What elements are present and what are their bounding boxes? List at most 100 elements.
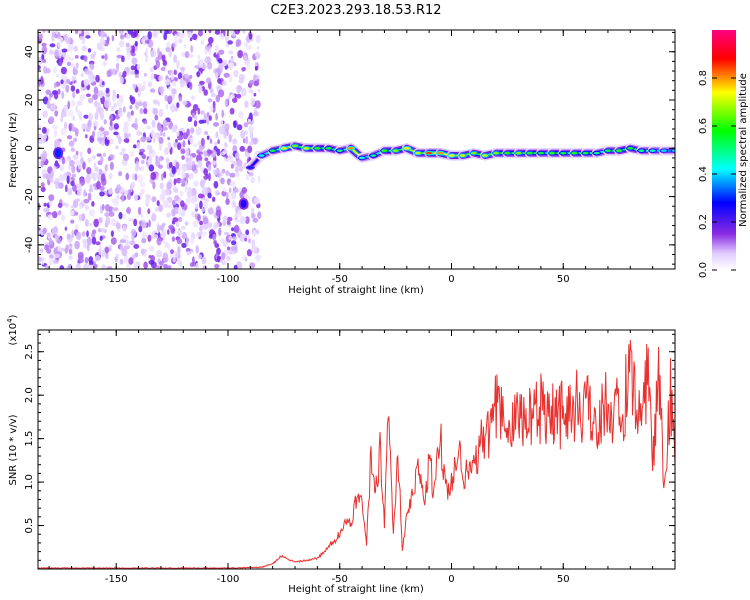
noise-dot [172, 80, 177, 87]
noise-dot [206, 116, 210, 125]
noise-dot [100, 126, 103, 132]
noise-dot [238, 187, 242, 193]
noise-dot [206, 149, 213, 155]
noise-dot [123, 254, 129, 264]
noise-dot [151, 196, 157, 203]
noise-dot [172, 257, 176, 263]
trace-point [482, 154, 489, 157]
noise-dot [39, 77, 44, 85]
noise-dot [253, 92, 257, 97]
noise-dot [179, 179, 186, 184]
colorbar-gradient [712, 30, 736, 270]
noise-dot [74, 55, 79, 59]
noise-dot [197, 107, 201, 115]
noise-dot [49, 43, 56, 48]
noise-dot [160, 67, 166, 71]
noise-dot [223, 130, 228, 139]
noise-dot [82, 238, 88, 246]
noise-dot [123, 153, 129, 162]
noise-dot [89, 264, 94, 269]
noise-dot [101, 250, 105, 258]
noise-dot [136, 130, 142, 136]
noise-dot [175, 221, 180, 227]
noise-dot [75, 88, 80, 94]
noise-dot [167, 265, 172, 269]
noise-dot [49, 254, 54, 259]
noise-dot [50, 170, 54, 178]
noise-dot [189, 82, 193, 90]
noise-dot [138, 225, 143, 233]
noise-dot [110, 237, 117, 245]
noise-dot [164, 78, 171, 86]
noise-dot [196, 71, 200, 78]
noise-dot [218, 57, 223, 64]
noise-dot [196, 154, 203, 163]
noise-dot [191, 163, 197, 172]
noise-dot [103, 99, 110, 108]
noise-dot [99, 90, 104, 99]
trace-point [459, 154, 466, 157]
noise-dot [126, 111, 131, 120]
noise-dot [228, 235, 233, 241]
noise-dot [70, 85, 76, 92]
noise-dot [212, 168, 219, 176]
noise-dot [122, 106, 126, 113]
noise-dot [229, 181, 234, 186]
noise-dot [88, 113, 94, 121]
isolated-blob [55, 149, 62, 158]
noise-dot [159, 86, 165, 94]
noise-dot [156, 250, 163, 258]
noise-dot [203, 150, 208, 157]
noise-dot [42, 30, 46, 33]
noise-dot [119, 258, 124, 265]
noise-dot [130, 228, 137, 237]
noise-dot [140, 212, 144, 218]
noise-dot [102, 152, 106, 157]
noise-dot [91, 236, 97, 245]
noise-dot [135, 164, 138, 173]
noise-dot [215, 131, 219, 139]
noise-dot [187, 31, 193, 39]
noise-dot [157, 164, 163, 169]
noise-dot [207, 164, 212, 172]
noise-dot [142, 101, 148, 109]
noise-dot [152, 30, 158, 38]
noise-dot [221, 109, 224, 118]
trace-point [347, 146, 354, 150]
noise-dot [194, 115, 198, 121]
noise-dot [245, 174, 250, 181]
noise-dot [180, 200, 185, 208]
noise-dot [125, 42, 130, 48]
noise-dot [71, 229, 75, 239]
noise-dot [81, 123, 88, 130]
noise-dot [86, 167, 92, 175]
noise-dot [163, 264, 169, 269]
noise-dot [66, 233, 72, 240]
noise-dot [254, 100, 261, 109]
noise-dot [175, 60, 181, 66]
noise-dot [177, 216, 183, 222]
noise-dot [221, 259, 227, 266]
noise-dot [207, 61, 213, 70]
trace-point [560, 151, 567, 155]
noise-dot [84, 134, 88, 139]
y-tick-label: 0 [24, 145, 35, 151]
noise-dot [70, 147, 76, 152]
trace-point [504, 151, 511, 155]
noise-dot [234, 212, 238, 219]
noise-dot [89, 184, 93, 189]
noise-dot [252, 74, 258, 83]
noise-dot [173, 194, 180, 202]
noise-dot [141, 154, 147, 160]
noise-dot [248, 238, 251, 244]
noise-dot [153, 234, 159, 239]
noise-dot [223, 72, 230, 78]
noise-dot [227, 62, 234, 68]
noise-dot [243, 192, 248, 198]
noise-dot [79, 151, 83, 158]
noise-dot [209, 88, 214, 94]
noise-dot [208, 115, 212, 121]
noise-dot [185, 237, 189, 246]
noise-dot [236, 93, 242, 99]
noise-dot [241, 187, 248, 194]
